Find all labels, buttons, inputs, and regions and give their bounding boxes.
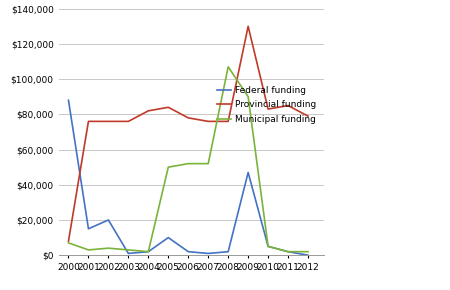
Municipal funding <box>126 248 131 252</box>
Municipal funding <box>185 162 191 165</box>
Provincial funding <box>106 120 111 123</box>
Federal funding <box>146 250 151 253</box>
Federal funding <box>166 236 171 239</box>
Municipal funding <box>266 245 271 248</box>
Provincial funding <box>146 109 151 113</box>
Federal funding <box>285 250 291 253</box>
Line: Municipal funding: Municipal funding <box>68 67 308 252</box>
Federal funding <box>185 250 191 253</box>
Municipal funding <box>285 250 291 253</box>
Municipal funding <box>166 165 171 169</box>
Municipal funding <box>86 248 91 252</box>
Provincial funding <box>185 116 191 119</box>
Federal funding <box>225 250 231 253</box>
Municipal funding <box>206 162 211 165</box>
Line: Federal funding: Federal funding <box>68 100 308 255</box>
Municipal funding <box>106 246 111 250</box>
Federal funding <box>126 252 131 255</box>
Municipal funding <box>306 250 311 253</box>
Provincial funding <box>206 120 211 123</box>
Federal funding <box>206 252 211 255</box>
Provincial funding <box>66 239 71 243</box>
Federal funding <box>245 171 251 174</box>
Federal funding <box>106 218 111 222</box>
Municipal funding <box>66 241 71 245</box>
Provincial funding <box>225 120 231 123</box>
Municipal funding <box>146 250 151 253</box>
Provincial funding <box>126 120 131 123</box>
Federal funding <box>66 99 71 102</box>
Municipal funding <box>225 65 231 68</box>
Federal funding <box>306 253 311 257</box>
Provincial funding <box>285 104 291 107</box>
Municipal funding <box>245 95 251 99</box>
Legend: Federal funding, Provincial funding, Municipal funding: Federal funding, Provincial funding, Mun… <box>214 82 320 127</box>
Federal funding <box>266 245 271 248</box>
Provincial funding <box>306 114 311 118</box>
Provincial funding <box>266 107 271 111</box>
Federal funding <box>86 227 91 231</box>
Provincial funding <box>166 106 171 109</box>
Provincial funding <box>86 120 91 123</box>
Provincial funding <box>245 25 251 28</box>
Line: Provincial funding: Provincial funding <box>68 26 308 241</box>
